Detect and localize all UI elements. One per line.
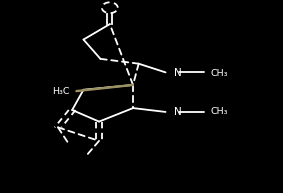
Text: CH₃: CH₃: [211, 69, 228, 78]
Text: N: N: [174, 107, 182, 117]
Text: N: N: [174, 68, 182, 78]
Text: H₃C: H₃C: [52, 87, 69, 96]
Text: CH₃: CH₃: [211, 108, 228, 116]
